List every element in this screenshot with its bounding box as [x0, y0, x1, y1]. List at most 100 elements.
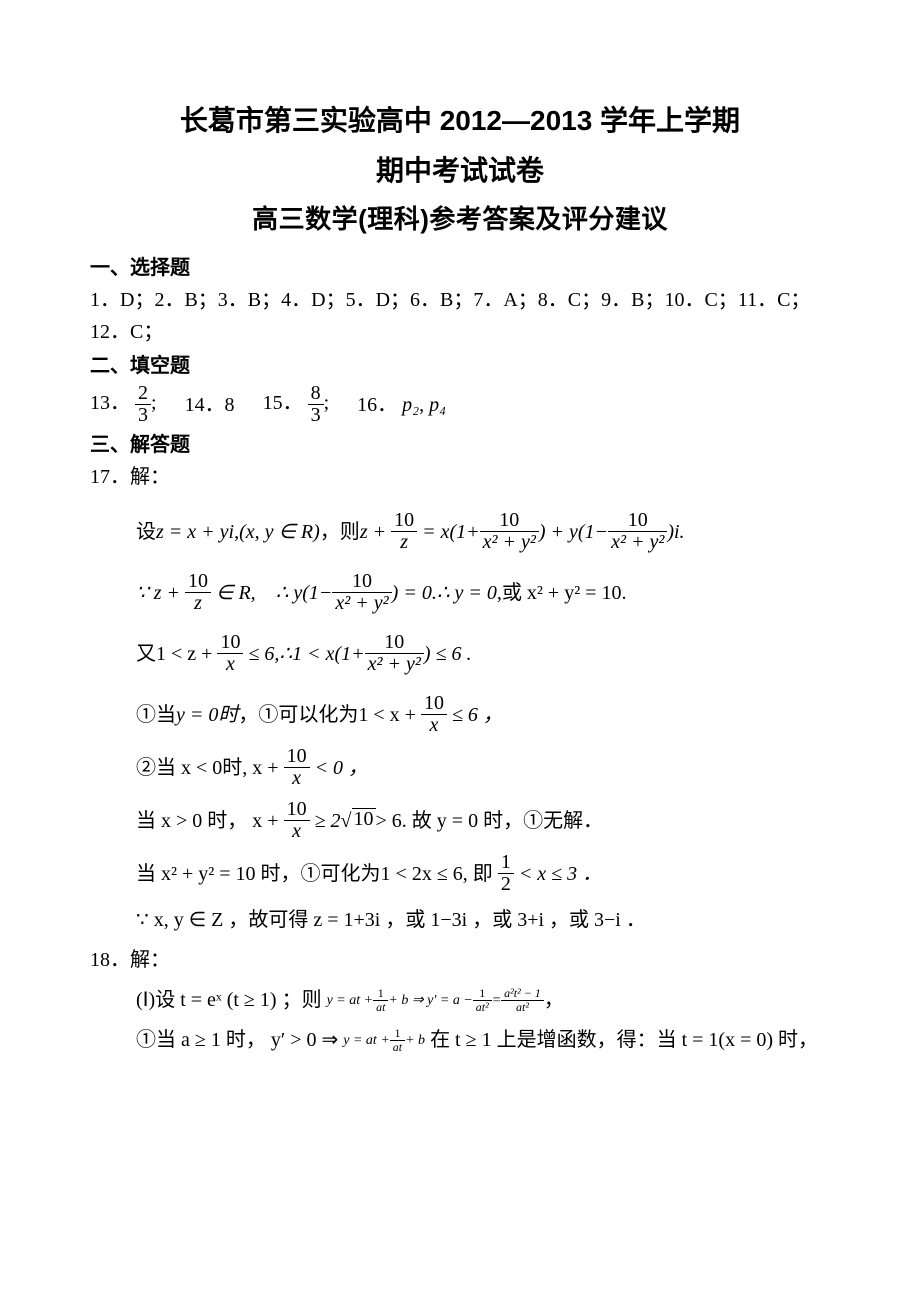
q18-l2-small-a: y = at + [343, 1030, 390, 1051]
q17-line1: 设 z = x + yi,(x, y ∈ R) ，则 z + 10 z = x(… [136, 510, 830, 553]
q18-l2-small-b: + b [405, 1030, 425, 1051]
q17-l1-tail: )i. [667, 517, 684, 547]
q17-line6: 当 x > 0 时， x + 10 x ≥ 2 √10 > 6. 故 y = 0… [136, 799, 830, 842]
q17-l4d: ≤ 6 ， [452, 700, 503, 730]
section-free-heading: 三、解答题 [90, 430, 830, 460]
q17-l2-f1n: 10 [185, 571, 211, 593]
q17-l2a: ∵ z + [136, 578, 180, 608]
fill-q13: 13． 2 3 ; [90, 383, 157, 426]
q17-l3c: ) ≤ 6 . [424, 639, 472, 669]
q18-l1-f1d: at [373, 1001, 388, 1014]
q18-l1-frac2: 1 at² [473, 987, 492, 1013]
q17-l1-f3n: 10 [608, 510, 667, 532]
q18-label: 18．解： [90, 945, 830, 975]
q17-l3-f2d: x² + y² [365, 654, 424, 675]
q18-l1-small-a: y = at + [327, 990, 374, 1011]
q17-l1b: z = x + yi,(x, y ∈ R) [156, 517, 320, 547]
q17-l1-f2d: x² + y² [480, 532, 539, 553]
q18-l2-frac: 1 at [390, 1027, 405, 1053]
q17-l3-f1n: 10 [217, 632, 243, 654]
q18-l1-small-b: + b ⇒ y′ = a − [388, 990, 472, 1011]
q17-l6-sqrt: 10 [352, 808, 376, 829]
q13-label: 13． [90, 392, 130, 414]
q15-label: 15． [263, 392, 303, 414]
q17-l1-frac1: 10 z [391, 510, 417, 553]
q15-den: 3 [308, 405, 324, 426]
sqrt-icon: √10 [341, 806, 376, 836]
q17-l2-frac1: 10 z [185, 571, 211, 614]
q17-l1-f1d: z [391, 532, 417, 553]
q17-line7: 当 x² + y² = 10 时，①可化为1 < 2x ≤ 6, 即 1 2 <… [136, 852, 830, 895]
q17-l1a: 设 [136, 517, 156, 547]
q17-l1-frac2: 10 x² + y² [480, 510, 539, 553]
q17-l3-frac2: 10 x² + y² [365, 632, 424, 675]
title-line-1: 长葛市第三实验高中 2012—2013 学年上学期 [90, 100, 830, 142]
q17-line5: ②当 x < 0时, x + 10 x < 0 ， [136, 746, 830, 789]
q18-l1-frac1: 1 at [373, 987, 388, 1013]
q15-fraction: 8 3 [308, 383, 324, 426]
q17-l6-fd: x [284, 821, 310, 842]
q18-l2-fd: at [390, 1041, 405, 1054]
q17-l6-frac: 10 x [284, 799, 310, 842]
q17-l4a: ①当 [136, 700, 176, 730]
q17-l1-frac3: 10 x² + y² [608, 510, 667, 553]
q13-num: 2 [135, 383, 151, 405]
q18-l1-small-c: = [492, 990, 501, 1011]
q18-line1: (Ⅰ)设 t = eˣ (t ≥ 1) ；则 y = at + 1 at + b… [136, 985, 830, 1015]
mc-answers-1: 1．D；2．B；3．B；4．D；5．D；6．B；7．A；8．C；9．B；10．C… [90, 285, 830, 315]
q15-tail: ; [324, 392, 330, 414]
q17-l6c: > 6. 故 y = 0 时，①无解． [376, 806, 604, 836]
q18-l2a: ①当 a ≥ 1 时， y′ > 0 ⇒ [136, 1025, 338, 1055]
fill-q14: 14．8 [185, 390, 235, 420]
q17-l5-frac: 10 x [284, 746, 310, 789]
q17-l1c: ，则 [320, 517, 360, 547]
q18-l1-f2d: at² [473, 1001, 492, 1014]
q17-l5-fn: 10 [284, 746, 310, 768]
q17-l2c: ∴ y(1− [276, 578, 333, 608]
q17-l7a: 当 x² + y² = 10 时，①可化为1 < 2x ≤ 6, 即 [136, 859, 493, 889]
q18-l1-f2n: 1 [473, 987, 492, 1001]
q17-work: 设 z = x + yi,(x, y ∈ R) ，则 z + 10 z = x(… [136, 510, 830, 935]
q17-line3: 又1 < z + 10 x ≤ 6,∴1 < x(1+ 10 x² + y² )… [136, 632, 830, 675]
q18-line2: ①当 a ≥ 1 时， y′ > 0 ⇒ y = at + 1 at + b 在… [136, 1025, 830, 1055]
q17-l5b: < 0 ， [315, 753, 369, 783]
q17-l3b: ≤ 6,∴1 < x(1+ [248, 639, 364, 669]
q17-l1-f1n: 10 [391, 510, 417, 532]
q18-work: (Ⅰ)设 t = eˣ (t ≥ 1) ；则 y = at + 1 at + b… [136, 985, 830, 1055]
q17-l2d: ) = 0.∴ y = 0, [392, 578, 502, 608]
q17-line4: ①当 y = 0时 ，①可以化为1 < x + 10 x ≤ 6 ， [136, 693, 830, 736]
q17-l8: ∵ x, y ∈ Z ，故可得 z = 1+3i ，或 1−3i ，或 3+i … [136, 905, 646, 935]
q18-l1a: (Ⅰ)设 t = eˣ (t ≥ 1) ；则 [136, 985, 322, 1015]
fill-q15: 15． 8 3 ; [263, 383, 330, 426]
q17-l2-f2d: x² + y² [332, 593, 391, 614]
q17-l7-frac: 1 2 [498, 852, 514, 895]
q17-line2: ∵ z + 10 z ∈ R, ∴ y(1− 10 x² + y² ) = 0.… [136, 571, 830, 614]
q17-l3-f1d: x [217, 654, 243, 675]
q17-l4-frac: 10 x [421, 693, 447, 736]
q17-l7b: < x ≤ 3 ． [519, 859, 602, 889]
q18-l2-fn: 1 [390, 1027, 405, 1041]
q17-l1-lhs1: z + [360, 517, 386, 547]
q16-value: p₂, p₄ [402, 394, 446, 416]
q17-l2-f2n: 10 [332, 571, 391, 593]
q13-tail: ; [151, 392, 157, 414]
q17-l5a: ②当 x < 0时, x + [136, 753, 279, 783]
q17-l3-f2n: 10 [365, 632, 424, 654]
fill-answers-row: 13． 2 3 ; 14．8 15． 8 3 ; 16． p₂, p₄ [90, 383, 830, 426]
q17-l6b: ≥ 2 [315, 806, 341, 836]
q18-l1-f3n: a²t² − 1 [501, 987, 544, 1001]
q13-den: 3 [135, 405, 151, 426]
q18-l1-f3d: at² [501, 1001, 544, 1014]
q17-l1-mid1: = x(1+ [422, 517, 480, 547]
q18-l1-f1n: 1 [373, 987, 388, 1001]
q13-fraction: 2 3 [135, 383, 151, 426]
q17-l7-fd: 2 [498, 874, 514, 895]
q17-l7-fn: 1 [498, 852, 514, 874]
q17-l3-frac1: 10 x [217, 632, 243, 675]
section-fill-heading: 二、填空题 [90, 351, 830, 381]
q17-l1-f3d: x² + y² [608, 532, 667, 553]
q17-l4-fd: x [421, 715, 447, 736]
q17-l2-frac2: 10 x² + y² [332, 571, 391, 614]
q17-l1-f2n: 10 [480, 510, 539, 532]
q17-l1-mid2: ) + y(1− [539, 517, 608, 547]
